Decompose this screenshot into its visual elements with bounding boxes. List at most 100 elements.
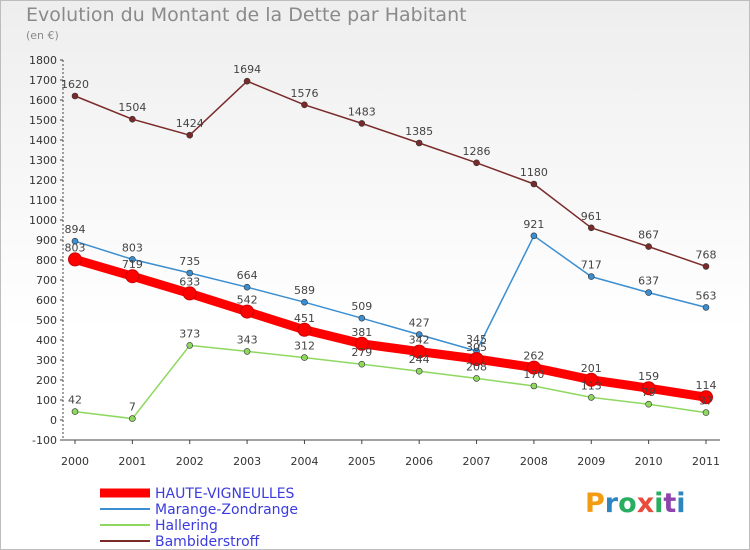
data-point-marange-zondrange	[587, 273, 595, 280]
data-label-hallering: 373	[179, 327, 200, 340]
data-point-bambiderstroff	[71, 92, 79, 100]
data-label-bambiderstroff: 768	[696, 248, 717, 261]
data-label-hallering: 113	[581, 379, 602, 392]
data-label-bambiderstroff: 1424	[176, 117, 204, 130]
series-line-marange-zondrange	[74, 235, 707, 352]
data-point-hallering	[645, 400, 652, 408]
y-tick-label: 500	[36, 314, 57, 327]
y-tick-label: 900	[36, 234, 57, 247]
y-tick-label: 800	[36, 254, 57, 267]
data-point-hallering	[358, 360, 366, 368]
x-tick-label: 2011	[692, 455, 720, 468]
data-point-marange-zondrange	[243, 283, 251, 291]
y-tick-label: 1800	[29, 54, 57, 67]
data-point-haute-vigneulles	[354, 336, 369, 351]
data-label-bambiderstroff: 867	[638, 229, 659, 242]
chart-subtitle: (en €)	[26, 29, 59, 42]
data-label-hallering: 42	[68, 394, 82, 407]
x-tick-label: 2010	[635, 455, 663, 468]
data-point-hallering	[473, 375, 480, 382]
data-label-marange-zondrange: 345	[466, 333, 487, 346]
data-label-bambiderstroff: 1483	[348, 105, 376, 118]
y-tick-label: 1600	[29, 94, 57, 107]
data-point-hallering	[702, 409, 710, 416]
data-label-hallering: 7	[129, 401, 136, 414]
data-point-bambiderstroff	[645, 243, 652, 250]
data-label-marange-zondrange: 894	[65, 223, 86, 236]
data-label-haute-vigneulles: 342	[409, 334, 430, 347]
data-point-haute-vigneulles	[584, 372, 599, 387]
x-tick-label: 2009	[577, 455, 605, 468]
data-label-marange-zondrange: 717	[581, 259, 602, 272]
data-point-bambiderstroff	[415, 139, 423, 147]
data-label-marange-zondrange: 637	[638, 275, 659, 288]
logo-letter: o	[618, 488, 637, 519]
data-point-haute-vigneulles	[297, 322, 312, 337]
data-point-bambiderstroff	[186, 131, 194, 139]
y-tick-label: 700	[36, 274, 57, 287]
data-point-haute-vigneulles	[240, 304, 255, 319]
data-label-hallering: 208	[466, 360, 487, 373]
data-point-haute-vigneulles	[699, 390, 713, 405]
y-tick-label: 300	[36, 354, 57, 367]
data-label-bambiderstroff: 1576	[290, 87, 318, 100]
data-label-haute-vigneulles: 451	[294, 312, 315, 325]
data-point-hallering	[71, 408, 79, 415]
data-point-hallering	[415, 367, 423, 375]
y-tick-label: 100	[36, 394, 57, 407]
data-label-marange-zondrange: 509	[351, 300, 372, 313]
data-point-marange-zondrange	[645, 289, 652, 296]
data-point-hallering	[129, 415, 136, 422]
series-line-haute-vigneulles	[70, 254, 711, 402]
legend-label: HAUTE-VIGNEULLES	[155, 486, 295, 502]
data-label-haute-vigneulles: 159	[638, 370, 659, 383]
x-tick-label: 2002	[176, 455, 204, 468]
data-point-haute-vigneulles	[182, 286, 197, 301]
data-point-bambiderstroff	[129, 115, 136, 123]
data-label-haute-vigneulles: 542	[237, 294, 258, 307]
data-label-bambiderstroff: 1504	[118, 101, 146, 114]
y-tick-label: 400	[36, 334, 57, 347]
data-point-haute-vigneulles	[641, 381, 656, 396]
data-label-bambiderstroff: 1286	[463, 145, 491, 158]
data-label-marange-zondrange: 589	[294, 284, 315, 297]
x-tick-label: 2005	[348, 455, 376, 468]
x-tick-label: 2004	[290, 455, 318, 468]
y-tick-label: 1400	[29, 134, 57, 147]
data-point-marange-zondrange	[702, 304, 710, 311]
data-label-marange-zondrange: 803	[122, 241, 143, 254]
data-point-haute-vigneulles	[526, 360, 541, 375]
data-point-bambiderstroff	[243, 77, 251, 85]
data-point-haute-vigneulles	[68, 252, 82, 267]
data-label-hallering: 79	[642, 386, 656, 399]
data-label-hallering: 244	[409, 353, 430, 366]
data-point-marange-zondrange	[530, 232, 538, 240]
data-point-bambiderstroff	[301, 101, 308, 109]
data-point-hallering	[587, 394, 595, 401]
data-label-bambiderstroff: 1385	[405, 125, 433, 138]
data-label-haute-vigneulles: 803	[65, 241, 86, 254]
legend-label: Hallering	[155, 518, 218, 534]
y-tick-label: 600	[36, 294, 57, 307]
data-label-bambiderstroff: 1180	[520, 166, 548, 179]
y-tick-label: 1500	[29, 114, 57, 127]
logo-letter: t	[663, 488, 677, 519]
data-label-hallering: 279	[351, 346, 372, 359]
y-tick-label: 0	[50, 414, 57, 427]
data-point-hallering	[243, 348, 251, 355]
x-tick-label: 2001	[118, 455, 146, 468]
data-point-bambiderstroff	[530, 180, 538, 188]
data-point-hallering	[301, 354, 308, 361]
y-tick-label: 1100	[29, 194, 57, 207]
data-label-hallering: 343	[237, 333, 258, 346]
data-point-bambiderstroff	[702, 263, 710, 270]
data-label-haute-vigneulles: 262	[523, 350, 544, 363]
data-point-haute-vigneulles	[469, 352, 484, 366]
data-point-hallering	[530, 382, 538, 390]
data-label-marange-zondrange: 664	[237, 269, 258, 282]
x-tick-label: 2007	[463, 455, 491, 468]
data-point-bambiderstroff	[473, 159, 480, 167]
data-point-bambiderstroff	[587, 224, 595, 232]
y-tick-label: 1300	[29, 154, 57, 167]
